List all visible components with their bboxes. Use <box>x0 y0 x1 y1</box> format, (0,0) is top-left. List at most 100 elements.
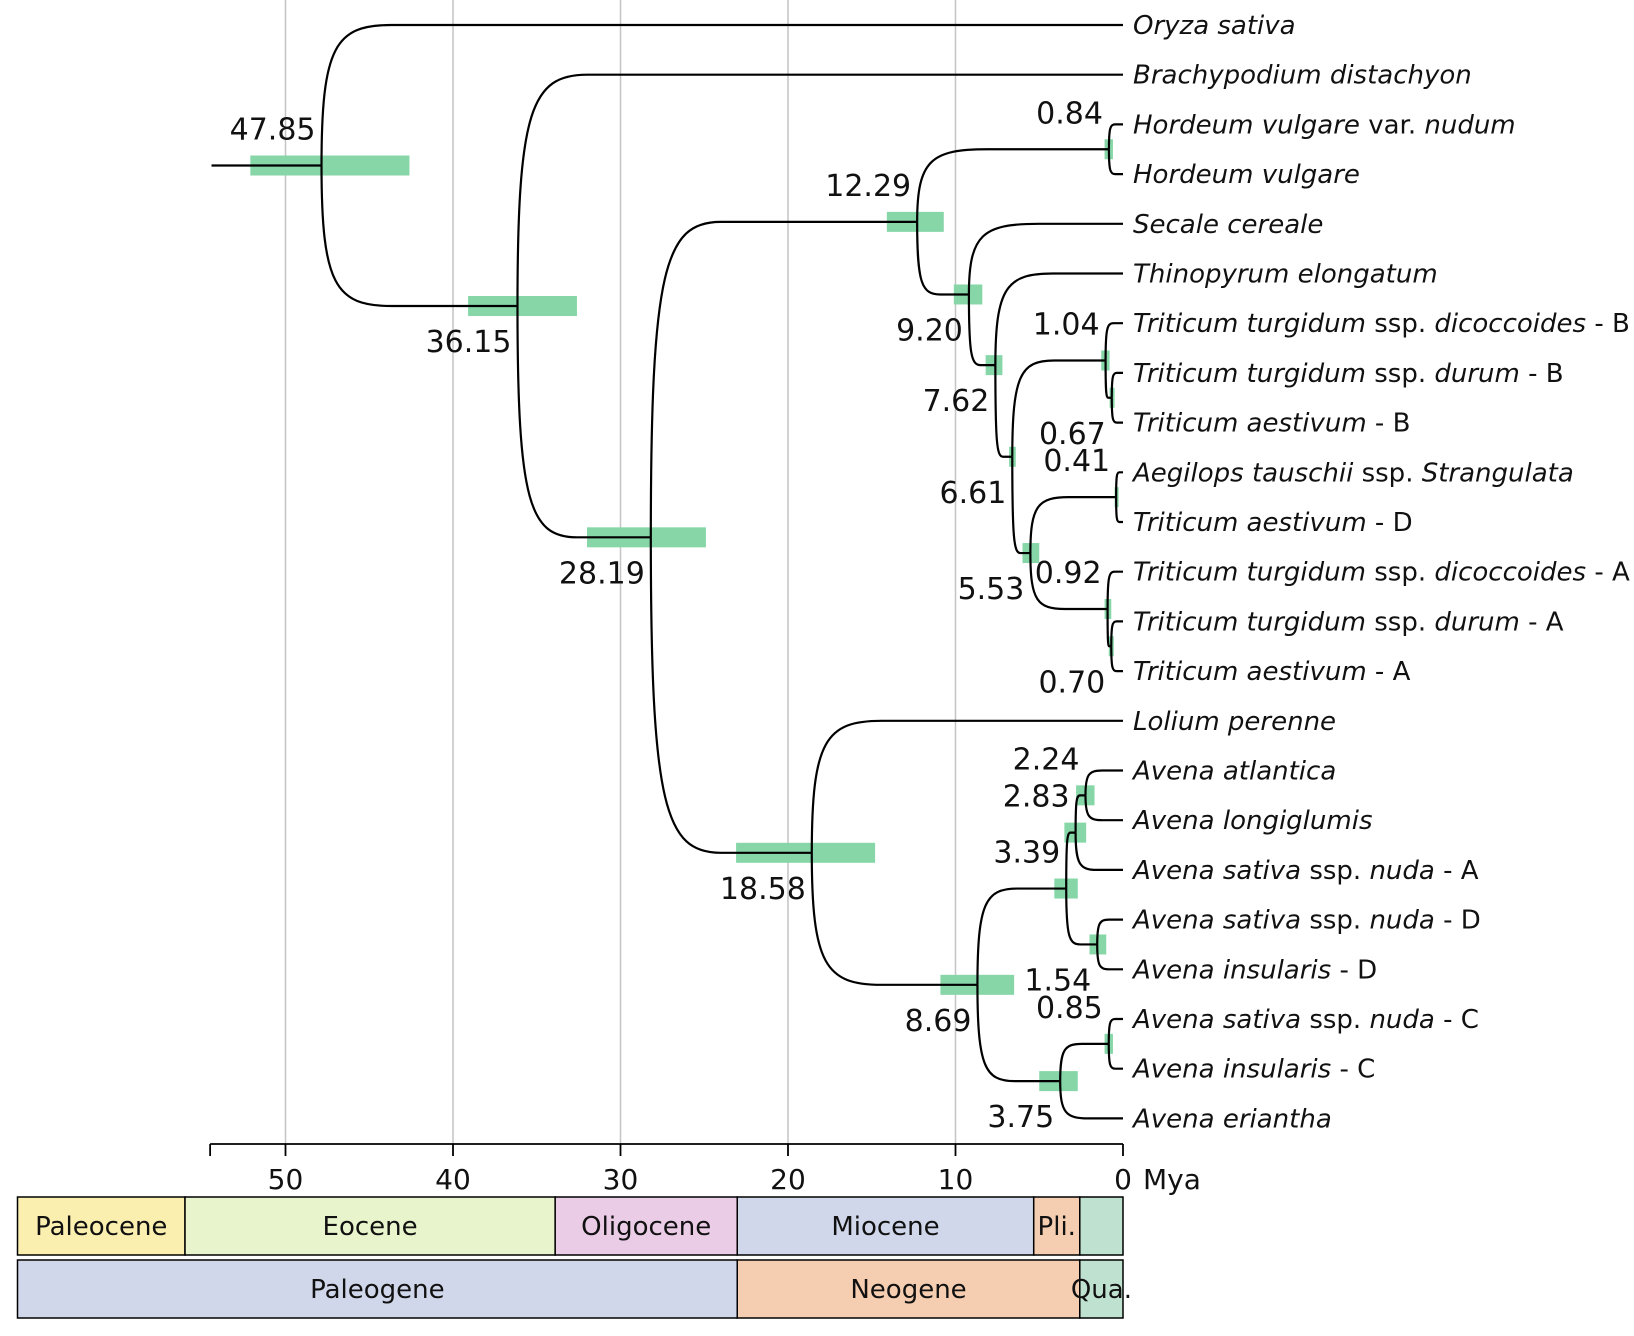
taxon-label-brachy: Brachypodium distachyon <box>1133 61 1472 91</box>
period-qua-box <box>1079 1259 1124 1319</box>
taxon-label-aeri: Avena eriantha <box>1131 1104 1332 1134</box>
taxon-part-secale-0: Secale cereale <box>1133 210 1323 240</box>
epoch-oligocene-label: Oligocene <box>581 1212 711 1242</box>
taxon-label-taB: Triticum aestivum - B <box>1133 409 1410 439</box>
taxon-part-ttduB-2: durum <box>1434 359 1519 389</box>
taxon-label-along: Avena longiglumis <box>1131 806 1372 836</box>
branch-n16-lolium <box>810 719 1123 853</box>
branch-n04-n05 <box>916 148 1109 222</box>
epoch-miocene-label: Miocene <box>831 1212 939 1242</box>
taxon-part-asnD-0: Avena sativa <box>1131 906 1301 936</box>
taxon-part-ttdA-2: dicoccoides <box>1434 558 1586 588</box>
node-age-n22: 3.75 <box>987 1100 1054 1135</box>
branch-n23-ainsC <box>1107 1043 1123 1070</box>
branch-n17-n18 <box>976 887 1067 985</box>
taxon-part-asnC-0: Avena sativa <box>1131 1005 1301 1035</box>
time-axis: 50 40 30 20 10 0 Mya <box>209 1143 1201 1196</box>
branch-n11-n13 <box>1029 553 1108 611</box>
epoch-pli-label: Pli. <box>1038 1212 1076 1242</box>
epoch-paleocene-label: Paleocene <box>35 1212 167 1242</box>
taxon-part-taD-0: Triticum aestivum <box>1133 508 1367 538</box>
taxon-label-asnC: Avena sativa ssp. nuda - C <box>1131 1005 1479 1035</box>
branch-n18-n19 <box>1065 831 1076 889</box>
node-age-n11: 5.53 <box>958 572 1025 607</box>
taxon-part-aegilops-2: Strangulata <box>1422 458 1574 488</box>
taxon-part-hvn-0: Hordeum vulgare <box>1133 110 1360 140</box>
period-paleogene-box <box>16 1259 738 1319</box>
taxon-label-taA: Triticum aestivum - A <box>1133 657 1411 687</box>
epoch-eocene-label: Eocene <box>323 1212 418 1242</box>
node-age-n13: 0.92 <box>1035 556 1102 591</box>
taxon-part-aeri-0: Avena eriantha <box>1131 1104 1332 1134</box>
branch-n12-aegilops <box>1115 471 1123 498</box>
node-age-n09: 1.04 <box>1033 307 1100 342</box>
epoch-unlabeled-5-box <box>1079 1196 1124 1256</box>
epoch-oligocene-box <box>554 1196 738 1256</box>
taxon-part-hvn-1: var. <box>1360 110 1424 140</box>
taxon-label-taD: Triticum aestivum - D <box>1133 508 1413 538</box>
taxon-label-thino: Thinopyrum elongatum <box>1133 260 1438 290</box>
branch-n06-secale <box>967 222 1123 295</box>
taxon-part-asnA-3: - A <box>1435 856 1479 886</box>
taxon-label-asnD: Avena sativa ssp. nuda - D <box>1131 906 1481 936</box>
taxon-part-aatl-0: Avena atlantica <box>1131 757 1336 787</box>
gridlines <box>284 0 957 1144</box>
taxon-part-along-0: Avena longiglumis <box>1131 806 1372 836</box>
taxon-part-ttduB-0: Triticum turgidum <box>1133 359 1366 389</box>
branch-n06-n07 <box>967 294 996 367</box>
branch-n22-aeri <box>1059 1081 1123 1120</box>
node-age-n03: 28.19 <box>559 556 645 591</box>
period-paleogene-label: Paleogene <box>310 1275 445 1305</box>
branch-n03-n16 <box>649 537 812 854</box>
period-qua-label: Qua. <box>1071 1275 1132 1305</box>
taxon-part-ttduA-0: Triticum turgidum <box>1133 607 1366 637</box>
taxon-label-asnA: Avena sativa ssp. nuda - A <box>1131 856 1479 886</box>
branch-n09-n10 <box>1104 360 1112 399</box>
branch-n10-taB <box>1110 397 1123 424</box>
taxon-part-ttdA-1: ssp. <box>1366 558 1434 588</box>
taxon-label-oryza: Oryza sativa <box>1133 11 1296 41</box>
period-bar: Paleogene Neogene Qua. <box>16 1259 1132 1319</box>
taxon-part-taB-1: - B <box>1367 409 1411 439</box>
branch-n16-n17 <box>810 852 978 986</box>
taxon-part-oryza-0: Oryza sativa <box>1133 11 1296 41</box>
period-neogene-box <box>736 1259 1081 1319</box>
branch-n01-oryza <box>320 23 1123 166</box>
taxon-part-taA-0: Triticum aestivum <box>1133 657 1367 687</box>
taxon-part-ttduA-3: - A <box>1520 607 1564 637</box>
axis-tick-label-10: 10 <box>938 1163 974 1196</box>
epoch-paleocene-box <box>16 1196 186 1256</box>
branch-n21-asnD <box>1096 918 1123 945</box>
branch-n02-brachy <box>516 73 1123 307</box>
taxon-part-aegilops-1: ssp. <box>1353 458 1421 488</box>
taxon-part-taA-1: - A <box>1367 657 1411 687</box>
axis-tick-label-20: 20 <box>770 1163 806 1196</box>
branch-n18-n21 <box>1065 888 1098 946</box>
taxon-part-ttdB-2: dicoccoides <box>1434 309 1586 339</box>
axis-unit-label: Mya <box>1143 1163 1201 1196</box>
taxon-label-secale: Secale cereale <box>1133 210 1323 240</box>
taxon-label-hvn: Hordeum vulgare var. nudum <box>1133 110 1516 140</box>
taxon-part-asnA-2: nuda <box>1369 856 1434 886</box>
axis-tick-label-40: 40 <box>435 1163 471 1196</box>
node-age-n01: 47.85 <box>230 113 316 148</box>
taxon-part-ttduB-3: - B <box>1520 359 1564 389</box>
node-age-n21: 1.54 <box>1024 963 1091 998</box>
node-age-n23: 0.85 <box>1036 991 1103 1026</box>
taxon-part-ttduB-1: ssp. <box>1366 359 1434 389</box>
taxon-part-asnC-1: ssp. <box>1301 1005 1369 1035</box>
taxon-part-asnD-2: nuda <box>1369 906 1434 936</box>
taxon-part-ainsC-1: - C <box>1331 1055 1375 1085</box>
branch-n08-n11 <box>1011 456 1031 555</box>
taxon-label-ttduB: Triticum turgidum ssp. durum - B <box>1133 359 1564 389</box>
taxon-part-taB-0: Triticum aestivum <box>1133 409 1367 439</box>
branch-n09-ttdB <box>1104 322 1123 361</box>
node-age-n20: 2.24 <box>1013 742 1080 777</box>
node-age-labels: 47.85 36.15 28.19 12.29 0.84 9.20 7.62 6.61 1.04… <box>230 96 1111 1135</box>
taxon-part-hv-0: Hordeum vulgare <box>1133 160 1360 190</box>
branch-n11-n12 <box>1029 496 1117 554</box>
taxon-part-ainsC-0: Avena insularis <box>1131 1055 1331 1085</box>
taxon-part-asnA-1: ssp. <box>1301 856 1369 886</box>
branch-n23-asnC <box>1107 1017 1123 1044</box>
